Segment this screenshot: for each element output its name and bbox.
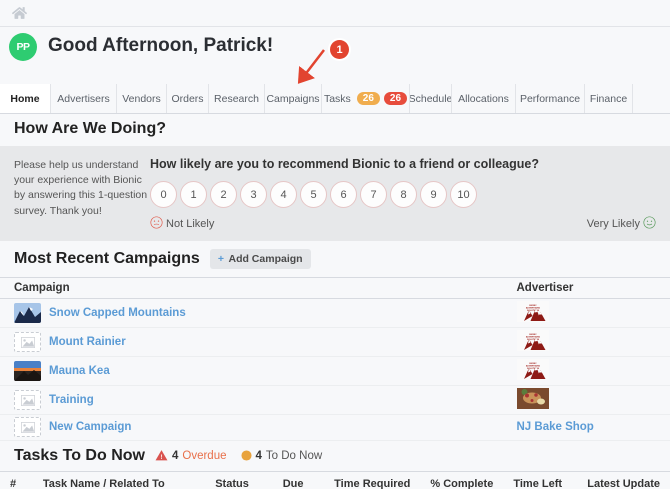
svg-text:BIONIC: BIONIC <box>529 363 537 365</box>
svg-text:!: ! <box>160 455 162 461</box>
svg-text:BIONIC: BIONIC <box>529 305 537 307</box>
svg-text:BIONIC: BIONIC <box>529 334 537 336</box>
